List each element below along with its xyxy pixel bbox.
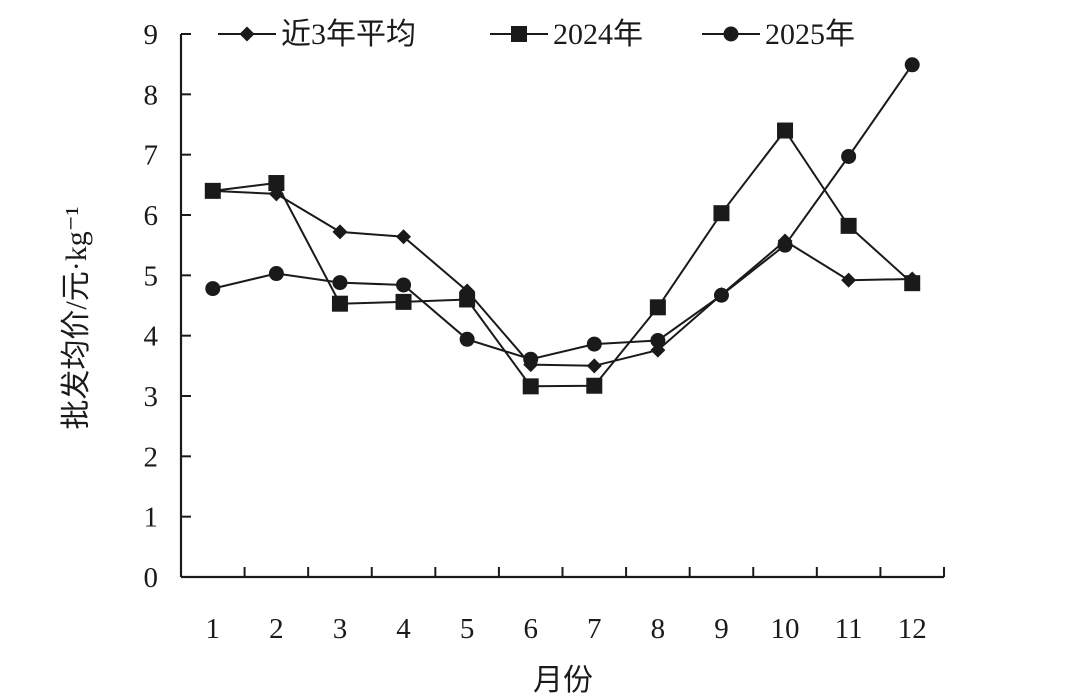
x-tick-label: 1 (206, 613, 221, 645)
data-point-2024 (331, 295, 348, 312)
y-tick-label: 8 (144, 79, 159, 111)
x-tick-label: 6 (523, 613, 538, 645)
y-tick-label: 0 (144, 562, 159, 594)
y-tick-label: 9 (144, 19, 159, 51)
x-tick-label: 12 (898, 613, 927, 645)
data-point-2024 (586, 377, 603, 394)
x-tick-label: 8 (651, 613, 666, 645)
legend-marker (511, 26, 527, 42)
data-point-2025 (904, 57, 920, 73)
data-point-2024 (204, 182, 221, 199)
x-tick-label: 3 (333, 613, 348, 645)
data-point-2025 (268, 266, 284, 282)
x-tick-label: 9 (714, 613, 729, 645)
y-axis-title: 批发均价/元·kg⁻¹ (60, 206, 93, 429)
legend-item-2024: 2024年 (490, 18, 643, 51)
data-point-2024 (649, 299, 666, 316)
series-2024 (204, 122, 921, 395)
data-point-2025 (586, 336, 602, 352)
data-point-avg (841, 272, 857, 288)
y-tick-label: 1 (144, 502, 159, 534)
data-point-2025 (459, 331, 475, 347)
x-tick-label: 5 (460, 613, 475, 645)
series-2025 (205, 57, 920, 367)
series-line-2025 (212, 64, 914, 361)
series-line-2024 (212, 128, 913, 388)
x-tick-label: 2 (269, 613, 284, 645)
data-point-2025 (205, 281, 221, 297)
legend-label: 2024年 (553, 18, 643, 51)
data-point-2024 (904, 275, 921, 292)
y-tick-label: 4 (144, 321, 159, 353)
legend-label: 近3年平均 (281, 18, 416, 51)
x-axis-title: 月份 (533, 664, 593, 697)
data-point-2024 (777, 122, 794, 139)
data-point-2024 (840, 217, 857, 234)
legend-item-avg: 近3年平均 (218, 18, 416, 51)
data-point-avg (586, 358, 602, 374)
y-tick-label: 7 (144, 140, 159, 172)
data-point-2024 (713, 205, 730, 222)
data-point-2025 (396, 277, 412, 293)
data-point-avg (396, 229, 412, 245)
plot-area (204, 57, 921, 395)
data-point-2024 (522, 378, 539, 395)
data-point-2024 (395, 293, 412, 310)
data-point-2025 (777, 237, 793, 253)
series-line-avg (212, 189, 913, 367)
legend: 近3年平均 2024年 2025年 (218, 18, 855, 51)
legend-marker (723, 26, 739, 42)
x-tick-label: 11 (835, 613, 863, 645)
legend-label: 2025年 (765, 18, 855, 51)
x-tick-label: 7 (587, 613, 602, 645)
data-point-2025 (713, 287, 729, 303)
y-tick-label: 2 (144, 441, 159, 473)
data-point-2025 (332, 275, 348, 291)
data-point-2025 (523, 351, 539, 367)
data-point-2025 (841, 148, 857, 164)
data-point-2024 (459, 291, 476, 308)
x-tick-label: 10 (771, 613, 800, 645)
legend-marker (239, 26, 255, 42)
y-tick-label: 5 (144, 260, 159, 292)
x-tick-label: 4 (396, 613, 411, 645)
data-point-avg (332, 224, 348, 240)
y-tick-label: 3 (144, 381, 159, 413)
data-point-2025 (650, 332, 666, 348)
y-tick-label: 6 (144, 200, 159, 232)
data-point-2024 (268, 175, 285, 192)
legend-item-2025: 2025年 (702, 18, 855, 51)
